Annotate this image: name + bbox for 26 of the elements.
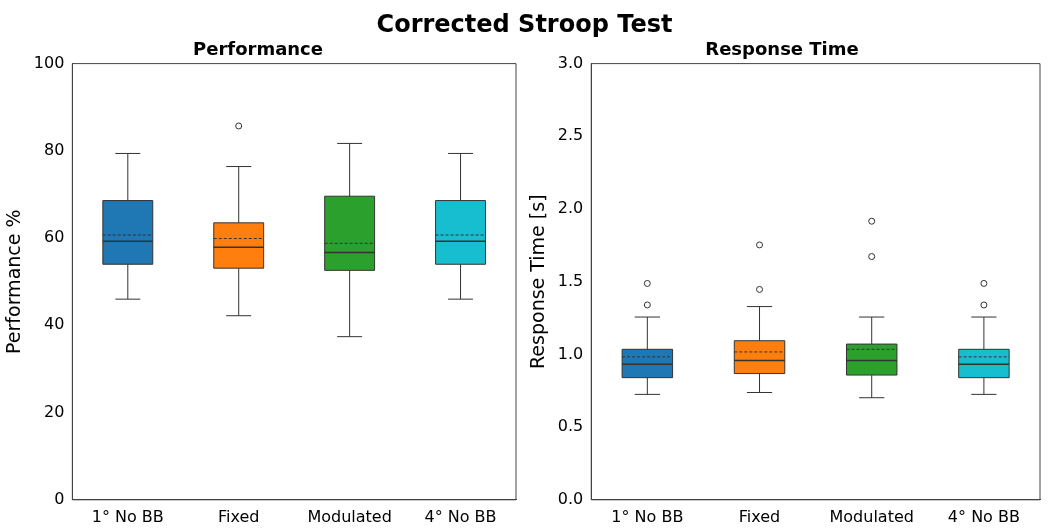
y-tick-label: 60 bbox=[43, 227, 65, 247]
y-tick-label: 1.5 bbox=[557, 270, 584, 290]
y-tick-label: 3.0 bbox=[557, 52, 584, 72]
text: Corrected Stroop Test bbox=[375, 9, 674, 40]
y-tick-label: 0.5 bbox=[557, 416, 584, 436]
y-axis-title: Performance % bbox=[2, 209, 25, 354]
y-tick-label: 0.0 bbox=[557, 488, 584, 508]
x-tick-label: 4° No BB bbox=[947, 506, 1020, 526]
y-tick-label: 100 bbox=[33, 52, 65, 72]
y-axis-title: Response Time [s] bbox=[526, 194, 549, 369]
y-tick-label: 1.0 bbox=[557, 343, 584, 363]
x-tick-label: Modulated bbox=[829, 506, 914, 526]
y-tick-label: 2.5 bbox=[557, 125, 584, 145]
x-tick-label: Fixed bbox=[738, 506, 781, 526]
chart-title: Performance bbox=[193, 38, 323, 60]
chart-title: Response Time bbox=[705, 38, 859, 60]
y-tick-label: 40 bbox=[43, 314, 65, 334]
x-tick-label: 1° No BB bbox=[91, 506, 164, 526]
y-tick-label: 20 bbox=[43, 401, 65, 421]
x-tick-label: 4° No BB bbox=[424, 506, 497, 526]
x-tick-label: 1° No BB bbox=[611, 506, 684, 526]
y-tick-label: 80 bbox=[43, 140, 65, 159]
y-tick-label: 0 bbox=[54, 488, 65, 508]
y-tick-label: 2.0 bbox=[557, 198, 584, 218]
x-tick-label: Fixed bbox=[217, 506, 260, 526]
x-tick-label: Modulated bbox=[307, 506, 392, 526]
